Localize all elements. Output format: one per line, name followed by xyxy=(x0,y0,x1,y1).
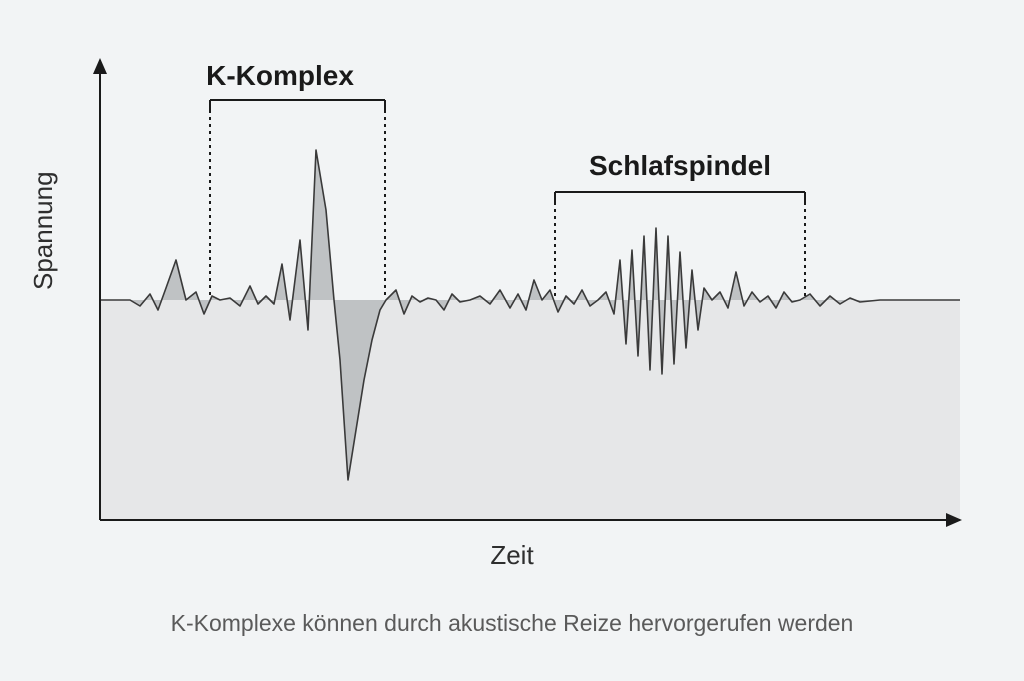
figure-caption: K-Komplexe können durch akustische Reize… xyxy=(0,610,1024,637)
annotation-sleep-spindle-label: Schlafspindel xyxy=(589,150,771,182)
figure-container: Spannung Zeit K-Komplex Schlafspindel K-… xyxy=(0,0,1024,681)
annotation-k-complex-label: K-Komplex xyxy=(206,60,354,92)
y-axis-label: Spannung xyxy=(28,171,59,290)
eeg-chart xyxy=(0,0,1024,681)
x-axis-label: Zeit xyxy=(0,540,1024,571)
